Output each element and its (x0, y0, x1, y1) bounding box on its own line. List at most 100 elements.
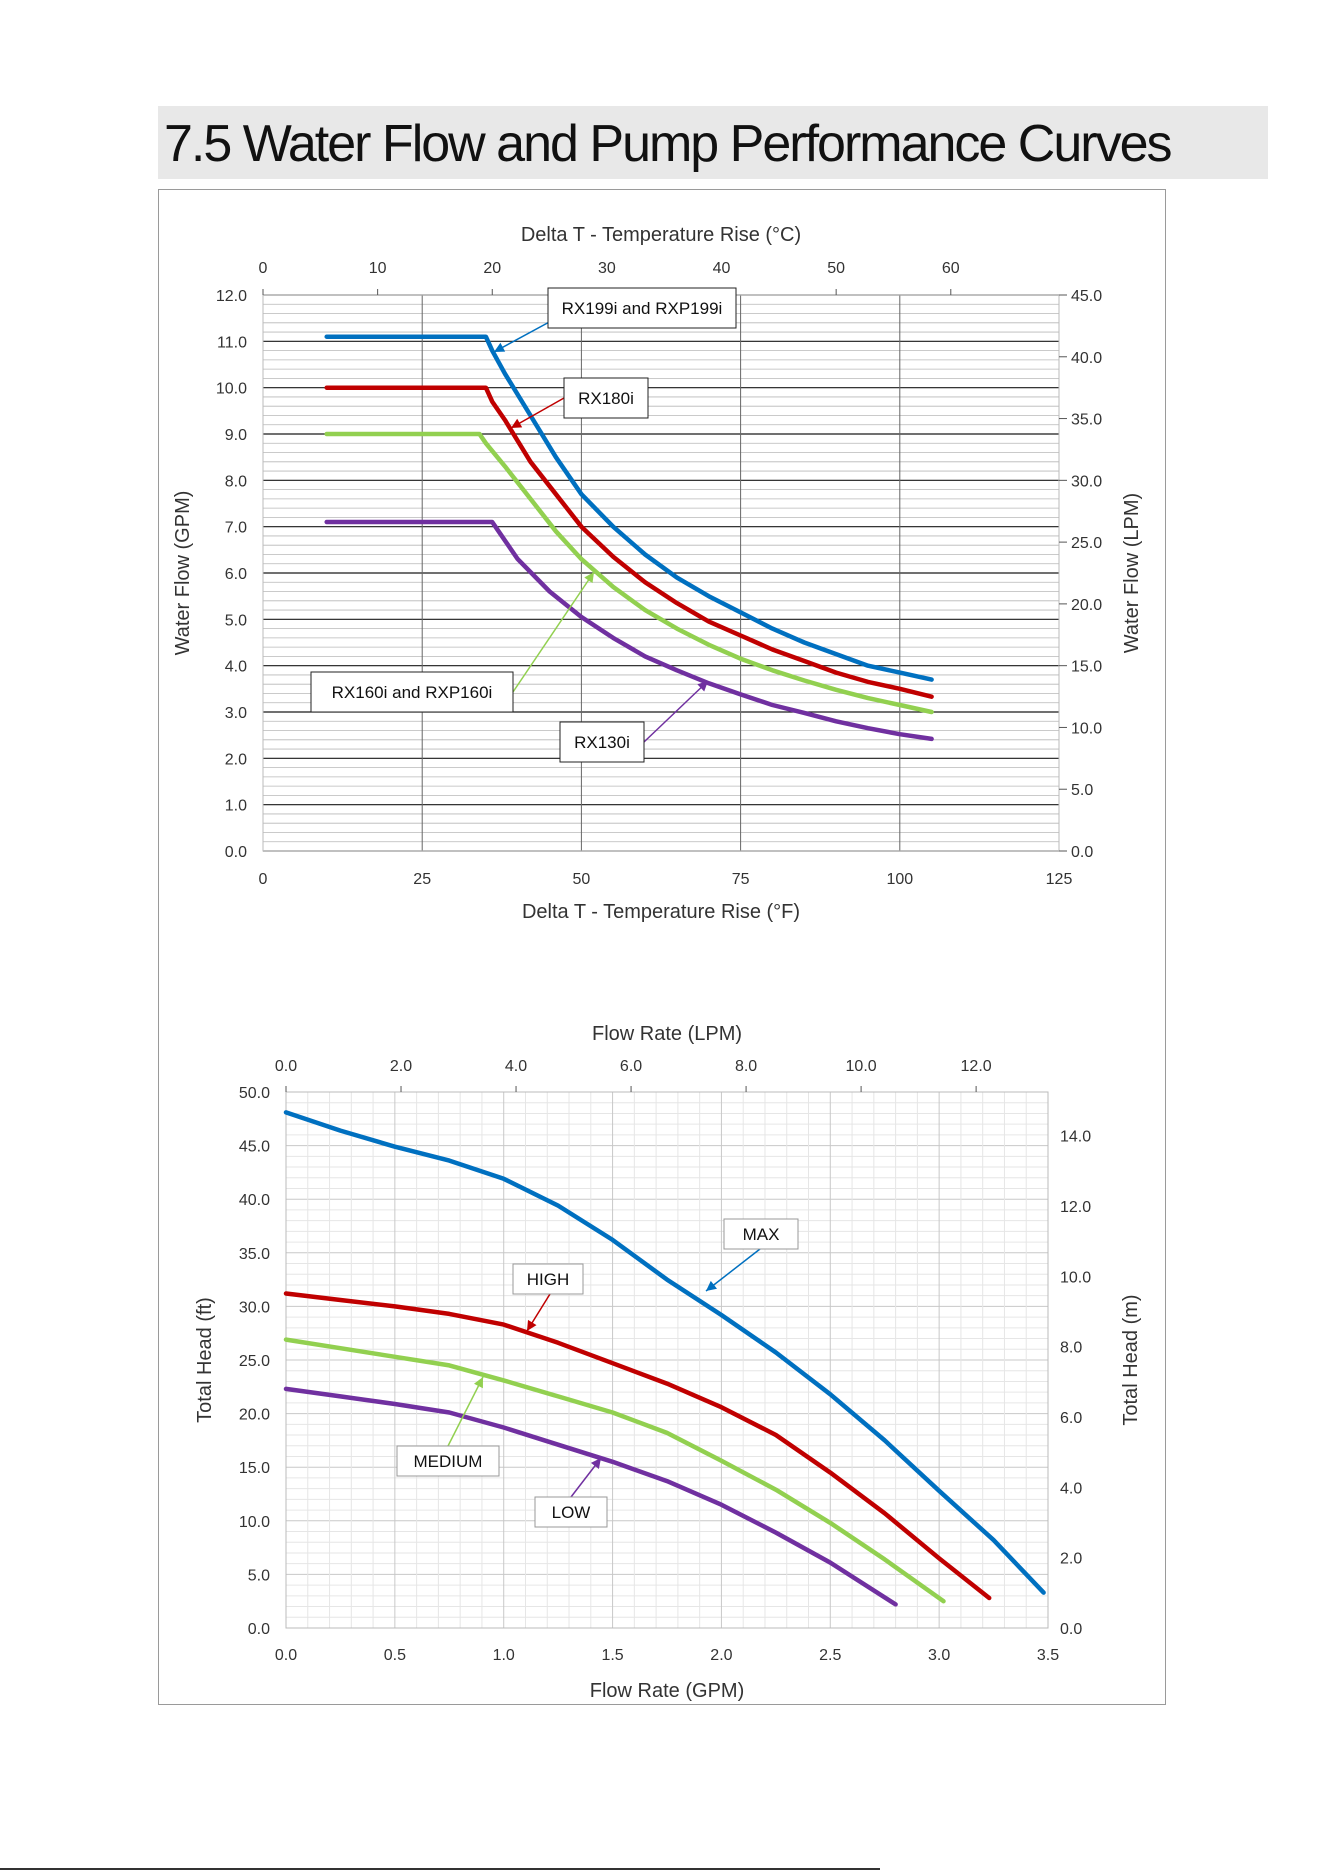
section-title: 7.5 Water Flow and Pump Performance Curv… (164, 115, 1173, 173)
x2-tick-label: 4.0 (505, 1058, 527, 1075)
callout-label: MEDIUM (414, 1452, 483, 1471)
x-tick-label: 2.0 (710, 1647, 732, 1664)
x-tick-label: 50 (573, 871, 591, 888)
callout-arrowhead (706, 1280, 717, 1291)
y2-tick-label: 30.0 (1071, 473, 1102, 490)
y-tick-label: 5.0 (225, 612, 247, 629)
y2-axis-title: Water Flow (LPM) (1121, 493, 1143, 653)
x2-tick-label: 30 (598, 260, 616, 277)
callout-label: HIGH (527, 1270, 570, 1289)
y-tick-label: 15.0 (239, 1460, 270, 1477)
callout-label: RX199i and RXP199i (562, 299, 723, 318)
x-tick-label: 3.5 (1037, 1647, 1059, 1664)
callout-leader (705, 1248, 761, 1292)
callout-arrowhead (590, 1458, 601, 1469)
callout-label: LOW (552, 1503, 591, 1522)
y2-tick-label: 35.0 (1071, 412, 1102, 429)
callout-box (723, 1218, 799, 1250)
series-line-rx130i (324, 519, 934, 742)
footer-rule (0, 1868, 880, 1870)
plot-border (285, 1091, 1049, 1629)
callout-leader (447, 1376, 484, 1447)
callout-label: RX130i (574, 733, 630, 752)
y-tick-label: 1.0 (225, 798, 247, 815)
y-tick-label: 7.0 (225, 520, 247, 537)
x2-tick-label: 60 (942, 260, 960, 277)
series-line-medium (283, 1337, 946, 1604)
x2-tick-label: 10 (369, 260, 387, 277)
y2-tick-label: 25.0 (1071, 535, 1102, 552)
callout-leader (493, 319, 554, 353)
y-tick-label: 12.0 (216, 288, 247, 305)
callout-box (512, 1263, 584, 1295)
x2-tick-label: 0 (259, 260, 268, 277)
y2-tick-label: 0.0 (1071, 844, 1093, 861)
y-tick-label: 0.0 (248, 1621, 270, 1638)
x2-tick-label: 10.0 (846, 1058, 877, 1075)
x2-tick-label: 8.0 (735, 1058, 757, 1075)
y-tick-label: 3.0 (225, 705, 247, 722)
callout-arrowhead (511, 418, 523, 428)
x-tick-label: 25 (413, 871, 431, 888)
x2-tick-label: 12.0 (961, 1058, 992, 1075)
y-tick-label: 20.0 (239, 1407, 270, 1424)
y-tick-label: 9.0 (225, 427, 247, 444)
callout-arrowhead (584, 572, 594, 584)
series-line-max (283, 1110, 1046, 1595)
callout-label: RX160i and RXP160i (332, 683, 493, 702)
callout-box (547, 287, 737, 329)
y2-tick-label: 12.0 (1060, 1199, 1091, 1216)
x-tick-label: 0 (259, 871, 268, 888)
y-tick-label: 0.0 (225, 844, 247, 861)
callout-arrowhead (494, 342, 506, 352)
callout-box (563, 377, 649, 419)
y-tick-label: 40.0 (239, 1192, 270, 1209)
y2-tick-label: 0.0 (1060, 1621, 1082, 1638)
y2-tick-label: 8.0 (1060, 1340, 1082, 1357)
y-tick-label: 50.0 (239, 1085, 270, 1102)
callout-label: MAX (743, 1225, 780, 1244)
y-tick-label: 45.0 (239, 1139, 270, 1156)
x-tick-label: 100 (886, 871, 913, 888)
series-line-low (283, 1386, 898, 1607)
callout-box (310, 671, 514, 713)
x2-tick-label: 6.0 (620, 1058, 642, 1075)
y-tick-label: 11.0 (217, 334, 247, 351)
y-axis-title: Total Head (ft) (194, 1297, 216, 1423)
y-tick-label: 35.0 (239, 1246, 270, 1263)
plot-grid (262, 294, 1060, 852)
y2-tick-label: 10.0 (1071, 720, 1102, 737)
figure-frame (158, 189, 1166, 1705)
y-axis-title: Water Flow (GPM) (172, 491, 194, 656)
water-flow-chart: 0.0 1.0 2.0 3.0 4.0 5.0 6.0 7.0 8.0 9.0 10.0 11.0 12… (172, 224, 1143, 923)
series-line-rx199i-and-rxp199i (324, 334, 934, 682)
plot-grid (285, 1091, 1049, 1629)
series-line-high (283, 1291, 992, 1601)
y2-tick-label: 14.0 (1060, 1129, 1091, 1146)
y-tick-label: 10.0 (239, 1514, 270, 1531)
x2-tick-label: 20 (483, 260, 501, 277)
x2-axis-title: Flow Rate (LPM) (592, 1023, 742, 1045)
callout-leader (643, 680, 709, 743)
y2-tick-label: 5.0 (1071, 782, 1093, 799)
callout-leader (512, 571, 595, 693)
y-tick-label: 8.0 (225, 473, 247, 490)
x-tick-label: 3.0 (928, 1647, 950, 1664)
callout-arrowhead (474, 1377, 483, 1389)
x-tick-label: 1.5 (601, 1647, 623, 1664)
y2-tick-label: 4.0 (1060, 1480, 1082, 1497)
pump-performance-chart: 0.0 5.0 10.0 15.0 20.0 25.0 30.0 35.0 40.0 45.0 50… (194, 1023, 1142, 1702)
y-tick-label: 2.0 (225, 751, 247, 768)
x-tick-label: 2.5 (819, 1647, 841, 1664)
x2-tick-label: 40 (713, 260, 731, 277)
series-line-rx180i (324, 385, 934, 699)
callout-label: RX180i (578, 389, 634, 408)
callout-leader (510, 397, 565, 429)
y-tick-label: 4.0 (225, 659, 247, 676)
y-tick-label: 25.0 (239, 1353, 270, 1370)
x-tick-label: 1.0 (493, 1647, 515, 1664)
y-tick-label: 5.0 (248, 1567, 270, 1584)
x2-tick-label: 0.0 (275, 1058, 297, 1075)
x-axis-title: Delta T - Temperature Rise (°F) (522, 901, 800, 923)
